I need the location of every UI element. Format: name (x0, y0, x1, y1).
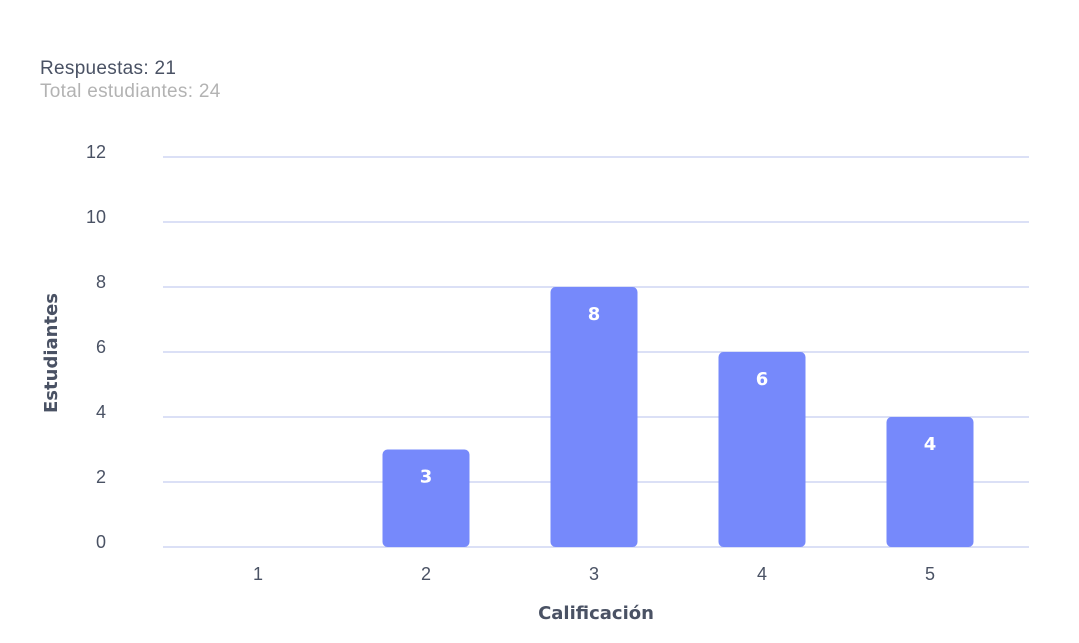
y-tick-label: 12 (86, 142, 106, 162)
bar-value-label: 3 (420, 467, 433, 488)
bar (550, 287, 638, 547)
y-axis-ticks: 0 2 4 6 8 10 12 (86, 142, 106, 552)
bar (382, 449, 470, 547)
x-axis-label: Calificación (538, 603, 654, 624)
responses-count: Respuestas: 21 (40, 58, 177, 79)
bar-value-label: 4 (924, 434, 937, 455)
x-tick-label: 1 (253, 564, 263, 584)
bar (886, 417, 974, 547)
grid-lines (163, 156, 1029, 548)
y-tick-label: 0 (96, 532, 106, 552)
y-axis-label: Estudiantes (41, 293, 62, 413)
x-tick-label: 5 (925, 564, 935, 584)
bar-value-label: 8 (588, 304, 601, 325)
x-tick-label: 2 (421, 564, 431, 584)
y-tick-label: 2 (96, 467, 106, 487)
total-students: Total estudiantes: 24 (40, 81, 221, 102)
bar (718, 352, 806, 547)
y-tick-label: 8 (96, 272, 106, 292)
bars: 3 8 6 4 (382, 287, 974, 547)
y-tick-label: 6 (96, 337, 106, 357)
x-tick-label: 3 (589, 564, 599, 584)
bar-value-label: 6 (756, 369, 769, 390)
x-tick-label: 4 (757, 564, 767, 584)
x-axis-ticks: 1 2 3 4 5 (253, 564, 935, 584)
summary-panel: Respuestas: 21 Total estudiantes: 24 (40, 57, 221, 103)
y-tick-label: 4 (96, 402, 106, 422)
y-tick-label: 10 (86, 207, 106, 227)
